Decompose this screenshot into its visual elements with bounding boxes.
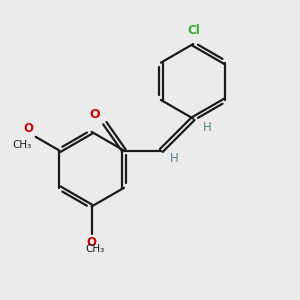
- Text: Cl: Cl: [188, 24, 200, 37]
- Text: O: O: [24, 122, 34, 135]
- Text: H: H: [170, 152, 178, 166]
- Text: H: H: [203, 121, 212, 134]
- Text: O: O: [87, 236, 97, 248]
- Text: CH₃: CH₃: [85, 244, 104, 254]
- Text: O: O: [89, 108, 100, 121]
- Text: CH₃: CH₃: [12, 140, 32, 150]
